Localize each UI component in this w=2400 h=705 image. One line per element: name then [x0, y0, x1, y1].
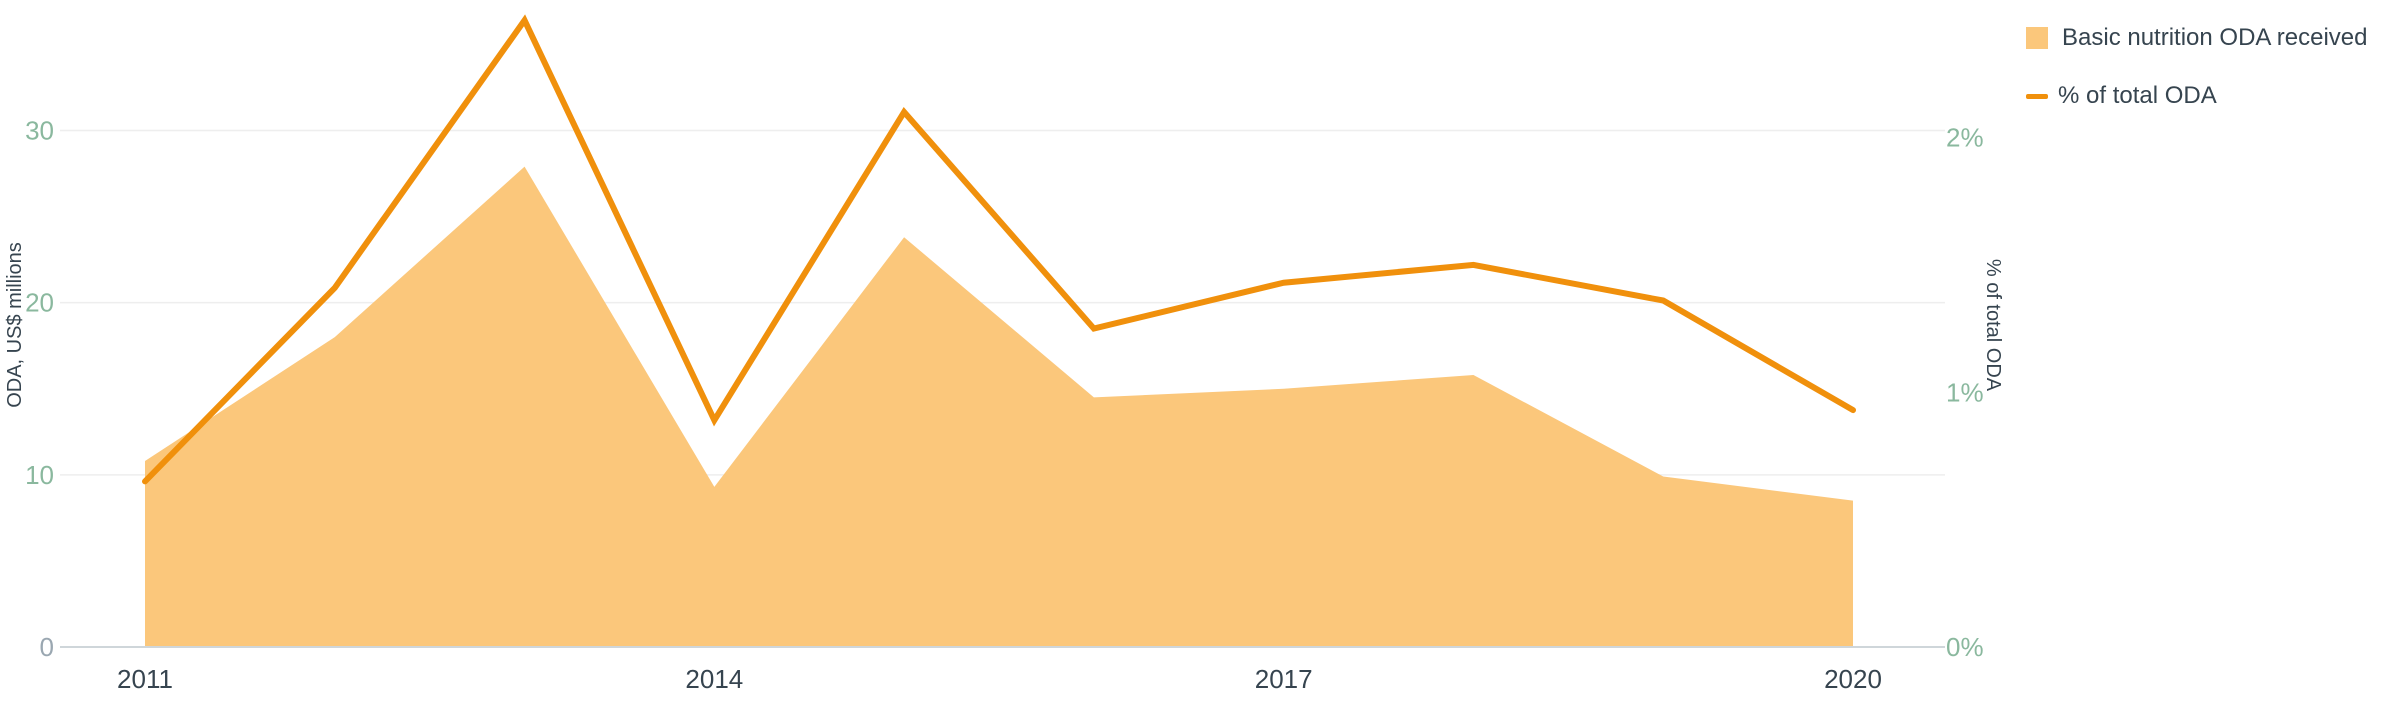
y-left-axis-label: ODA, US$ millions: [4, 242, 26, 408]
legend-item-line[interactable]: % of total ODA: [2026, 76, 2367, 116]
legend-label-area: Basic nutrition ODA received: [2062, 24, 2368, 51]
y-right-axis-label: % of total ODA: [1982, 259, 2004, 392]
y-right-tick-label: 0%: [1946, 632, 1984, 662]
legend-swatch-line: [2026, 93, 2048, 99]
y-left-tick-label: 30: [25, 116, 54, 146]
line-series-percent-total-oda: [142, 14, 1856, 485]
y-left-tick-label: 10: [25, 460, 54, 490]
legend-swatch-area: [2026, 27, 2048, 49]
legend: Basic nutrition ODA received % of total …: [2026, 18, 2367, 134]
legend-item-area[interactable]: Basic nutrition ODA received: [2026, 18, 2367, 58]
y-left-tick-label: 20: [25, 288, 54, 318]
area-series-basic-nutrition: [145, 166, 1853, 647]
x-tick-label: 2011: [117, 664, 173, 694]
x-tick-label: 2020: [1824, 664, 1882, 694]
y-left-tick-label: 0: [40, 632, 54, 662]
legend-label-line: % of total ODA: [2058, 82, 2217, 109]
y-right-tick-label: 2%: [1946, 123, 1984, 153]
x-tick-label: 2017: [1255, 664, 1313, 694]
y-right-tick-label: 1%: [1946, 377, 1984, 407]
x-tick-label: 2014: [685, 664, 743, 694]
